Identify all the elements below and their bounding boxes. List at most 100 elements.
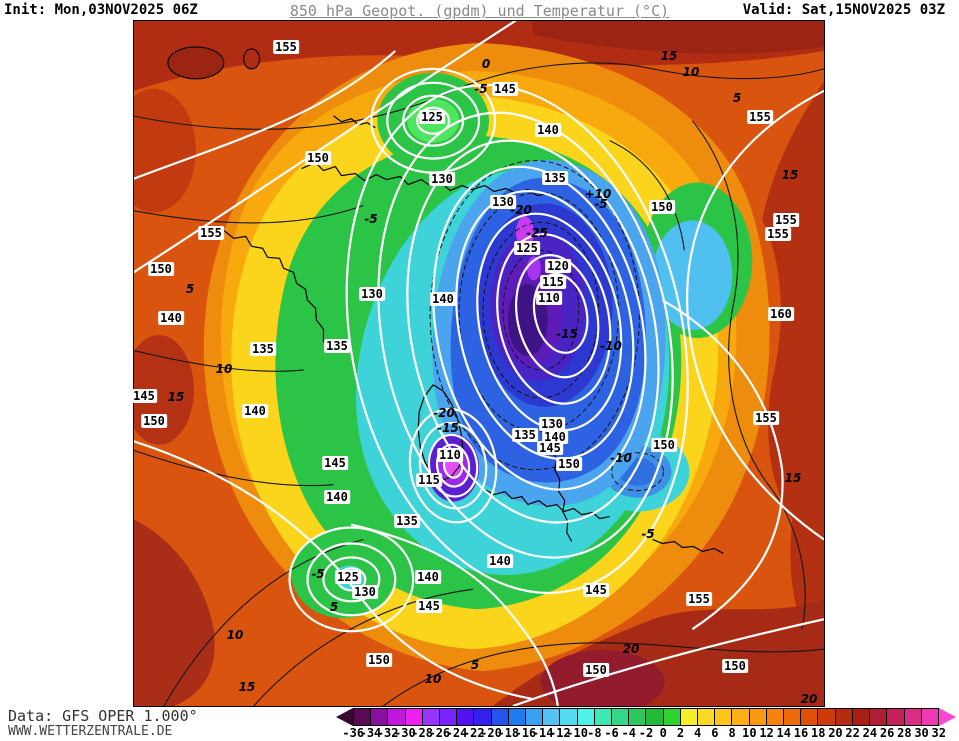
geopotential-label: 155 bbox=[198, 226, 224, 240]
colorbar-segment bbox=[491, 708, 509, 726]
geopotential-label: 155 bbox=[747, 110, 773, 124]
colorbar-segment bbox=[766, 708, 785, 726]
temperature-label: 20 bbox=[622, 642, 640, 656]
colorbar-tick: -6 bbox=[604, 726, 619, 740]
colorbar-tick: -22 bbox=[462, 726, 485, 740]
geopotential-label: 145 bbox=[537, 441, 563, 455]
temperature-label: -5 bbox=[594, 197, 608, 211]
geopotential-label: 130 bbox=[539, 417, 565, 431]
colorbar-tick: -20 bbox=[480, 726, 502, 740]
website-label: WWW.WETTERZENTRALE.DE bbox=[8, 724, 173, 739]
geopotential-label: 135 bbox=[324, 339, 350, 353]
colorbar-tick: -32 bbox=[376, 726, 399, 740]
temperature-label: -15 bbox=[556, 327, 578, 341]
geopotential-label: 125 bbox=[335, 570, 361, 584]
colorbar-tick-labels: -36 -34 -32 -30 -28 -26 -24 -22 -20 -18 -16 -14 -12-… bbox=[336, 726, 956, 741]
colorbar-tick: 22 bbox=[845, 726, 860, 740]
colorbar-tick: 30 bbox=[914, 726, 929, 740]
temperature-label: 10 bbox=[226, 628, 244, 642]
colorbar-tick: 28 bbox=[897, 726, 912, 740]
colorbar-segment bbox=[526, 708, 544, 726]
geopotential-label: 150 bbox=[366, 653, 392, 667]
temperature-label: 15 bbox=[660, 49, 678, 63]
colorbar-tick: -28 bbox=[411, 726, 433, 740]
colorbar-tick: -26 bbox=[428, 726, 451, 740]
colorbar-segment bbox=[371, 708, 389, 726]
geopotential-label: 145 bbox=[131, 389, 157, 403]
temperature-label: 10 bbox=[682, 65, 700, 79]
colorbar-segment bbox=[715, 708, 733, 726]
geopotential-label: 140 bbox=[487, 554, 513, 568]
geopotential-label: 155 bbox=[273, 40, 299, 54]
colorbar-segment bbox=[870, 708, 888, 726]
geopotential-label: 115 bbox=[416, 473, 442, 487]
data-source-label: Data: GFS OPER 1.000° bbox=[8, 707, 198, 725]
geopotential-label: 130 bbox=[359, 287, 385, 301]
colorbar-segment bbox=[560, 708, 578, 726]
colorbar-segment bbox=[749, 708, 767, 726]
geopotential-label: 155 bbox=[773, 213, 799, 227]
colorbar-tick: -4 bbox=[621, 726, 636, 740]
geopotential-label: 115 bbox=[540, 275, 566, 289]
geopotential-label: 125 bbox=[514, 241, 540, 255]
map-canvas: 155 145 125 140 150 130 135 130 125 120 115 110 155 1… bbox=[131, 20, 826, 708]
temperature-label: -15 bbox=[437, 421, 459, 435]
geopotential-label: 135 bbox=[250, 342, 276, 356]
colorbar-segment bbox=[921, 708, 939, 726]
colorbar-tick: 0 bbox=[659, 726, 667, 740]
temperature-label: -5 bbox=[311, 567, 325, 581]
geopotential-label: 160 bbox=[768, 307, 794, 321]
temperature-label: 15 bbox=[781, 168, 799, 182]
temperature-label: 15 bbox=[784, 471, 802, 485]
temperature-label: 5 bbox=[470, 658, 480, 672]
colorbar-segment bbox=[474, 708, 492, 726]
temperature-label: 10 bbox=[215, 362, 233, 376]
geopotential-label: 130 bbox=[429, 172, 455, 186]
colorbar-tick: -30 bbox=[394, 726, 416, 740]
colorbar-segment bbox=[646, 708, 664, 726]
geopotential-label: 150 bbox=[649, 200, 675, 214]
geopotential-label: 150 bbox=[722, 659, 748, 673]
geopotential-label: 155 bbox=[686, 592, 712, 606]
colorbar-segment bbox=[784, 708, 802, 726]
geopotential-label: 140 bbox=[542, 430, 568, 444]
colorbar-tick: -10 bbox=[566, 726, 588, 740]
temperature-label: 15 bbox=[167, 390, 185, 404]
geopotential-label: 155 bbox=[765, 227, 791, 241]
geopotential-label: 145 bbox=[416, 599, 442, 613]
geopotential-label: 110 bbox=[536, 291, 562, 305]
colorbar-tick: -14 bbox=[531, 726, 554, 740]
colorbar-tick: 2 bbox=[676, 726, 685, 740]
temperature-label: +10 bbox=[584, 187, 612, 201]
colorbar-segment bbox=[835, 708, 853, 726]
colorbar-tick: -8 bbox=[587, 726, 602, 740]
colorbar-segment bbox=[594, 708, 613, 726]
colorbar-segment bbox=[818, 708, 836, 726]
temperature-label: -20 bbox=[510, 203, 532, 217]
colorbar-tick: 20 bbox=[828, 726, 843, 740]
geopotential-label: 150 bbox=[583, 663, 609, 677]
geopotential-label: 140 bbox=[158, 311, 184, 325]
colorbar-tick: 8 bbox=[728, 726, 736, 740]
colorbar-tick: 24 bbox=[862, 726, 878, 740]
colorbar-tick: -16 bbox=[514, 726, 537, 740]
map-label-layer: 155 145 125 140 150 130 135 130 125 120 115 110 155 1… bbox=[131, 21, 826, 708]
colorbar-left-arrow bbox=[336, 708, 353, 726]
geopotential-label: 150 bbox=[556, 457, 582, 471]
colorbar-tick: 6 bbox=[711, 726, 719, 740]
geopotential-label: 130 bbox=[490, 195, 516, 209]
geopotential-label: 140 bbox=[324, 490, 350, 504]
colorbar-segment bbox=[732, 708, 750, 726]
colorbar-segment bbox=[852, 708, 871, 726]
temperature-label: 20 bbox=[800, 692, 818, 706]
colorbar-tick: -12 bbox=[549, 726, 571, 740]
header: Init: Mon,03NOV2025 06Z 850 hPa Geopot. … bbox=[0, 0, 959, 20]
geopotential-label: 145 bbox=[322, 456, 348, 470]
temperature-label: 0 bbox=[481, 57, 491, 71]
colorbar-segment bbox=[508, 708, 527, 726]
geopotential-label: 150 bbox=[148, 262, 174, 276]
colorbar-tick: 16 bbox=[793, 726, 809, 740]
colorbar-segment bbox=[457, 708, 475, 726]
geopotential-label: 135 bbox=[512, 428, 538, 442]
